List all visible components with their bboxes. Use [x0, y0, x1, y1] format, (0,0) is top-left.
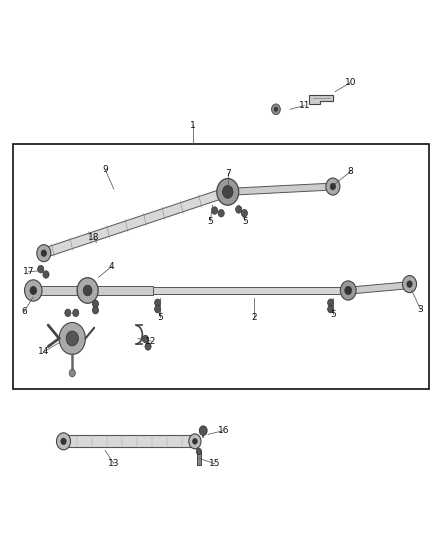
Text: 5: 5 — [157, 313, 163, 321]
Circle shape — [217, 179, 239, 205]
Text: 7: 7 — [225, 169, 231, 177]
Text: 13: 13 — [108, 459, 120, 468]
Text: 1: 1 — [190, 121, 196, 130]
Circle shape — [65, 309, 71, 317]
Text: 12: 12 — [145, 337, 157, 345]
Bar — [197, 451, 201, 465]
Text: 16: 16 — [218, 426, 229, 435]
Bar — [153, 287, 350, 294]
Bar — [228, 183, 333, 195]
Text: 15: 15 — [209, 459, 220, 468]
Text: 5: 5 — [207, 217, 213, 225]
Circle shape — [274, 107, 278, 111]
Circle shape — [189, 434, 201, 449]
Circle shape — [326, 178, 340, 195]
Circle shape — [73, 309, 79, 317]
Bar — [64, 435, 195, 447]
Circle shape — [223, 185, 233, 198]
Circle shape — [193, 439, 197, 444]
Text: 3: 3 — [417, 305, 424, 313]
Text: 9: 9 — [102, 165, 108, 174]
Text: 2: 2 — [251, 313, 257, 321]
Circle shape — [196, 448, 201, 455]
Circle shape — [69, 369, 75, 377]
Bar — [35, 286, 153, 295]
Circle shape — [66, 331, 78, 346]
Circle shape — [30, 286, 37, 295]
Text: 14: 14 — [38, 348, 49, 356]
Circle shape — [328, 305, 334, 313]
Bar — [43, 187, 229, 258]
Circle shape — [37, 245, 51, 262]
Circle shape — [41, 250, 46, 256]
Text: 6: 6 — [21, 308, 27, 316]
Circle shape — [57, 433, 71, 450]
Bar — [350, 282, 410, 294]
Circle shape — [92, 306, 99, 314]
Circle shape — [155, 305, 161, 313]
Text: 5: 5 — [242, 217, 248, 225]
Circle shape — [25, 280, 42, 301]
Text: 17: 17 — [23, 268, 34, 276]
Text: 18: 18 — [88, 233, 100, 241]
Circle shape — [59, 322, 85, 354]
Circle shape — [38, 265, 44, 273]
Text: 4: 4 — [109, 262, 114, 271]
Circle shape — [330, 183, 336, 190]
Bar — [13, 144, 429, 389]
Circle shape — [83, 285, 92, 296]
Text: 5: 5 — [330, 310, 336, 319]
Circle shape — [142, 335, 148, 343]
Circle shape — [241, 209, 247, 217]
Circle shape — [92, 300, 99, 308]
Circle shape — [43, 271, 49, 278]
Circle shape — [236, 206, 242, 213]
Text: 11: 11 — [299, 101, 310, 110]
Circle shape — [77, 278, 98, 303]
Circle shape — [61, 438, 66, 445]
Circle shape — [155, 299, 161, 306]
Circle shape — [218, 209, 224, 217]
Circle shape — [272, 104, 280, 115]
Circle shape — [403, 276, 417, 293]
Polygon shape — [309, 95, 333, 104]
Circle shape — [345, 286, 352, 295]
Circle shape — [328, 299, 334, 306]
Circle shape — [407, 281, 412, 287]
Text: 8: 8 — [347, 167, 353, 176]
Circle shape — [212, 207, 218, 214]
Text: 10: 10 — [345, 78, 356, 87]
Circle shape — [340, 281, 356, 300]
Circle shape — [145, 343, 151, 350]
Circle shape — [199, 426, 207, 435]
